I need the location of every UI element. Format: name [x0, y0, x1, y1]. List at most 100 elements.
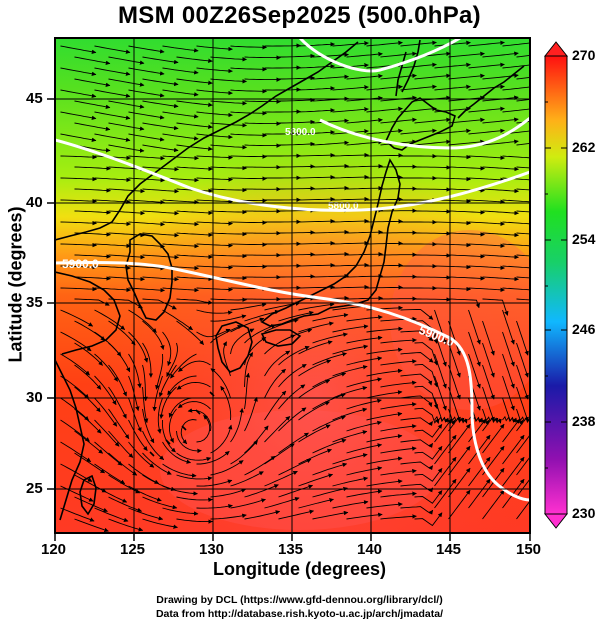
streamline: [94, 441, 123, 466]
streamline: [230, 407, 244, 443]
streamline: [108, 518, 144, 532]
streamline: [108, 408, 130, 440]
streamline: [482, 232, 519, 238]
streamline: [482, 364, 495, 400]
streamline: [346, 295, 383, 301]
streamline: [366, 456, 403, 465]
streamline: [516, 188, 530, 191]
streamline: [142, 298, 177, 310]
streamline: [264, 131, 301, 136]
streamline: [434, 418, 456, 443]
streamline: [434, 353, 447, 389]
streamline: [278, 252, 315, 257]
streamline: [298, 379, 331, 399]
streamline: [346, 315, 383, 322]
streamline: [502, 86, 530, 91]
streamline: [60, 309, 94, 327]
streamline: [448, 423, 471, 454]
streamline: [468, 155, 505, 161]
streamline: [74, 408, 102, 434]
streamline: [312, 163, 349, 169]
streamline: [346, 73, 383, 80]
streamline: [142, 320, 165, 350]
streamline: [230, 264, 267, 269]
streamline: [380, 468, 417, 476]
streamline: [94, 353, 118, 382]
streamline: [414, 512, 443, 527]
contour-5800: [55, 138, 530, 212]
streamline: [312, 118, 349, 124]
streamline: [516, 276, 530, 279]
streamline: [380, 446, 417, 454]
streamline: [346, 273, 383, 279]
streamline: [60, 198, 97, 204]
streamline: [108, 298, 143, 309]
streamline: [516, 342, 529, 378]
streamline: [196, 177, 233, 182]
streamline: [244, 484, 279, 498]
streamline: [434, 415, 452, 424]
streamline: [278, 296, 315, 301]
streamline: [94, 265, 131, 271]
streamline: [332, 476, 369, 487]
streamline: [159, 386, 177, 419]
streamline: [60, 45, 97, 54]
streamline: [468, 128, 505, 135]
streamline: [176, 100, 213, 108]
streamline: [312, 372, 347, 388]
streamline: [400, 84, 437, 91]
streamline: [346, 139, 383, 146]
streamline: [332, 324, 369, 333]
streamline: [176, 210, 213, 216]
streamline: [230, 45, 267, 50]
streamline: [60, 397, 90, 421]
streamline: [448, 276, 485, 281]
streamline: [312, 438, 347, 454]
streamline: [400, 106, 437, 113]
streamline: [142, 122, 179, 131]
streamline: [502, 155, 530, 159]
streamline: [60, 133, 97, 142]
streamline: [468, 331, 481, 367]
streamline: [244, 510, 281, 520]
streamline: [74, 276, 111, 281]
streamline: [502, 434, 525, 465]
streamline: [332, 407, 368, 421]
streamline: [74, 100, 111, 109]
streamline: [210, 297, 247, 302]
coastline-taiwan: [79, 474, 97, 516]
streamline: [346, 489, 383, 498]
streamline: [414, 445, 443, 460]
streamline: [414, 363, 439, 388]
streamline: [264, 109, 301, 114]
streamline: [434, 478, 457, 509]
streamline: [366, 197, 403, 202]
streamline: [448, 467, 471, 498]
x-tick-label: 140: [357, 541, 383, 558]
streamline: [176, 320, 204, 345]
streamline: [74, 166, 111, 171]
streamline: [414, 297, 451, 302]
streamline: [210, 165, 247, 171]
streamline: [210, 209, 247, 215]
colorbar-tick-label: 230: [572, 505, 596, 521]
streamline: [516, 98, 530, 102]
streamline: [94, 111, 131, 120]
streamline: [142, 408, 155, 444]
streamline: [312, 74, 349, 80]
streamline: [278, 458, 312, 476]
streamline: [366, 285, 403, 290]
streamline: [298, 302, 335, 311]
streamline: [264, 416, 291, 443]
streamline: [502, 456, 525, 487]
credit-data: Data from http://database.rish.kyoto-u.a…: [155, 608, 444, 620]
streamline: [142, 144, 179, 153]
streamline: [142, 78, 179, 87]
colorbar-scale: [544, 55, 568, 515]
coastline-kurils: [457, 65, 525, 119]
streamline: [177, 401, 211, 410]
streamline: [482, 276, 519, 282]
streamline: [142, 386, 149, 424]
streamline: [482, 117, 519, 124]
streamline: [468, 221, 505, 227]
